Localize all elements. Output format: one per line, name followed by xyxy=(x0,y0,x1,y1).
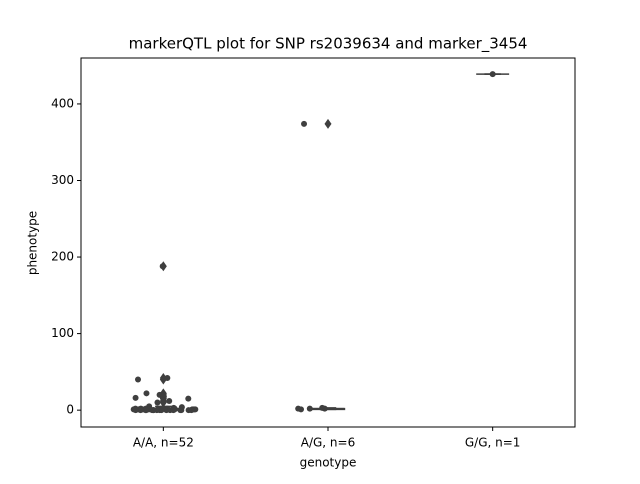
point xyxy=(142,407,149,414)
point xyxy=(164,375,171,382)
point xyxy=(154,399,161,406)
point xyxy=(135,376,142,383)
point xyxy=(137,407,144,414)
point xyxy=(159,263,166,270)
point xyxy=(153,407,160,414)
point xyxy=(185,407,192,414)
point xyxy=(185,395,192,402)
point xyxy=(177,407,184,414)
y-tick-label: 400 xyxy=(51,96,74,110)
point xyxy=(143,390,150,397)
y-tick-label: 100 xyxy=(51,326,74,340)
point xyxy=(158,407,165,414)
x-tick-label: A/A, n=52 xyxy=(133,436,194,450)
point xyxy=(132,407,139,414)
chart-title: markerQTL plot for SNP rs2039634 and mar… xyxy=(129,35,528,54)
y-axis-label: phenotype xyxy=(26,211,40,275)
point xyxy=(166,397,173,404)
point xyxy=(132,394,139,401)
point xyxy=(301,120,308,127)
y-tick-label: 0 xyxy=(66,403,74,417)
point xyxy=(170,407,177,414)
y-tick-label: 300 xyxy=(51,173,74,187)
x-axis-label: genotype xyxy=(300,456,357,470)
outlier xyxy=(159,397,167,408)
point xyxy=(306,405,313,412)
point xyxy=(319,404,326,411)
x-tick-label: G/G, n=1 xyxy=(465,436,521,450)
point xyxy=(295,405,302,412)
outlier xyxy=(324,118,332,129)
x-tick-label: A/G, n=6 xyxy=(301,436,355,450)
point xyxy=(160,393,167,400)
plot-frame xyxy=(80,57,576,428)
point xyxy=(489,71,496,78)
y-tick-label: 200 xyxy=(51,250,74,264)
